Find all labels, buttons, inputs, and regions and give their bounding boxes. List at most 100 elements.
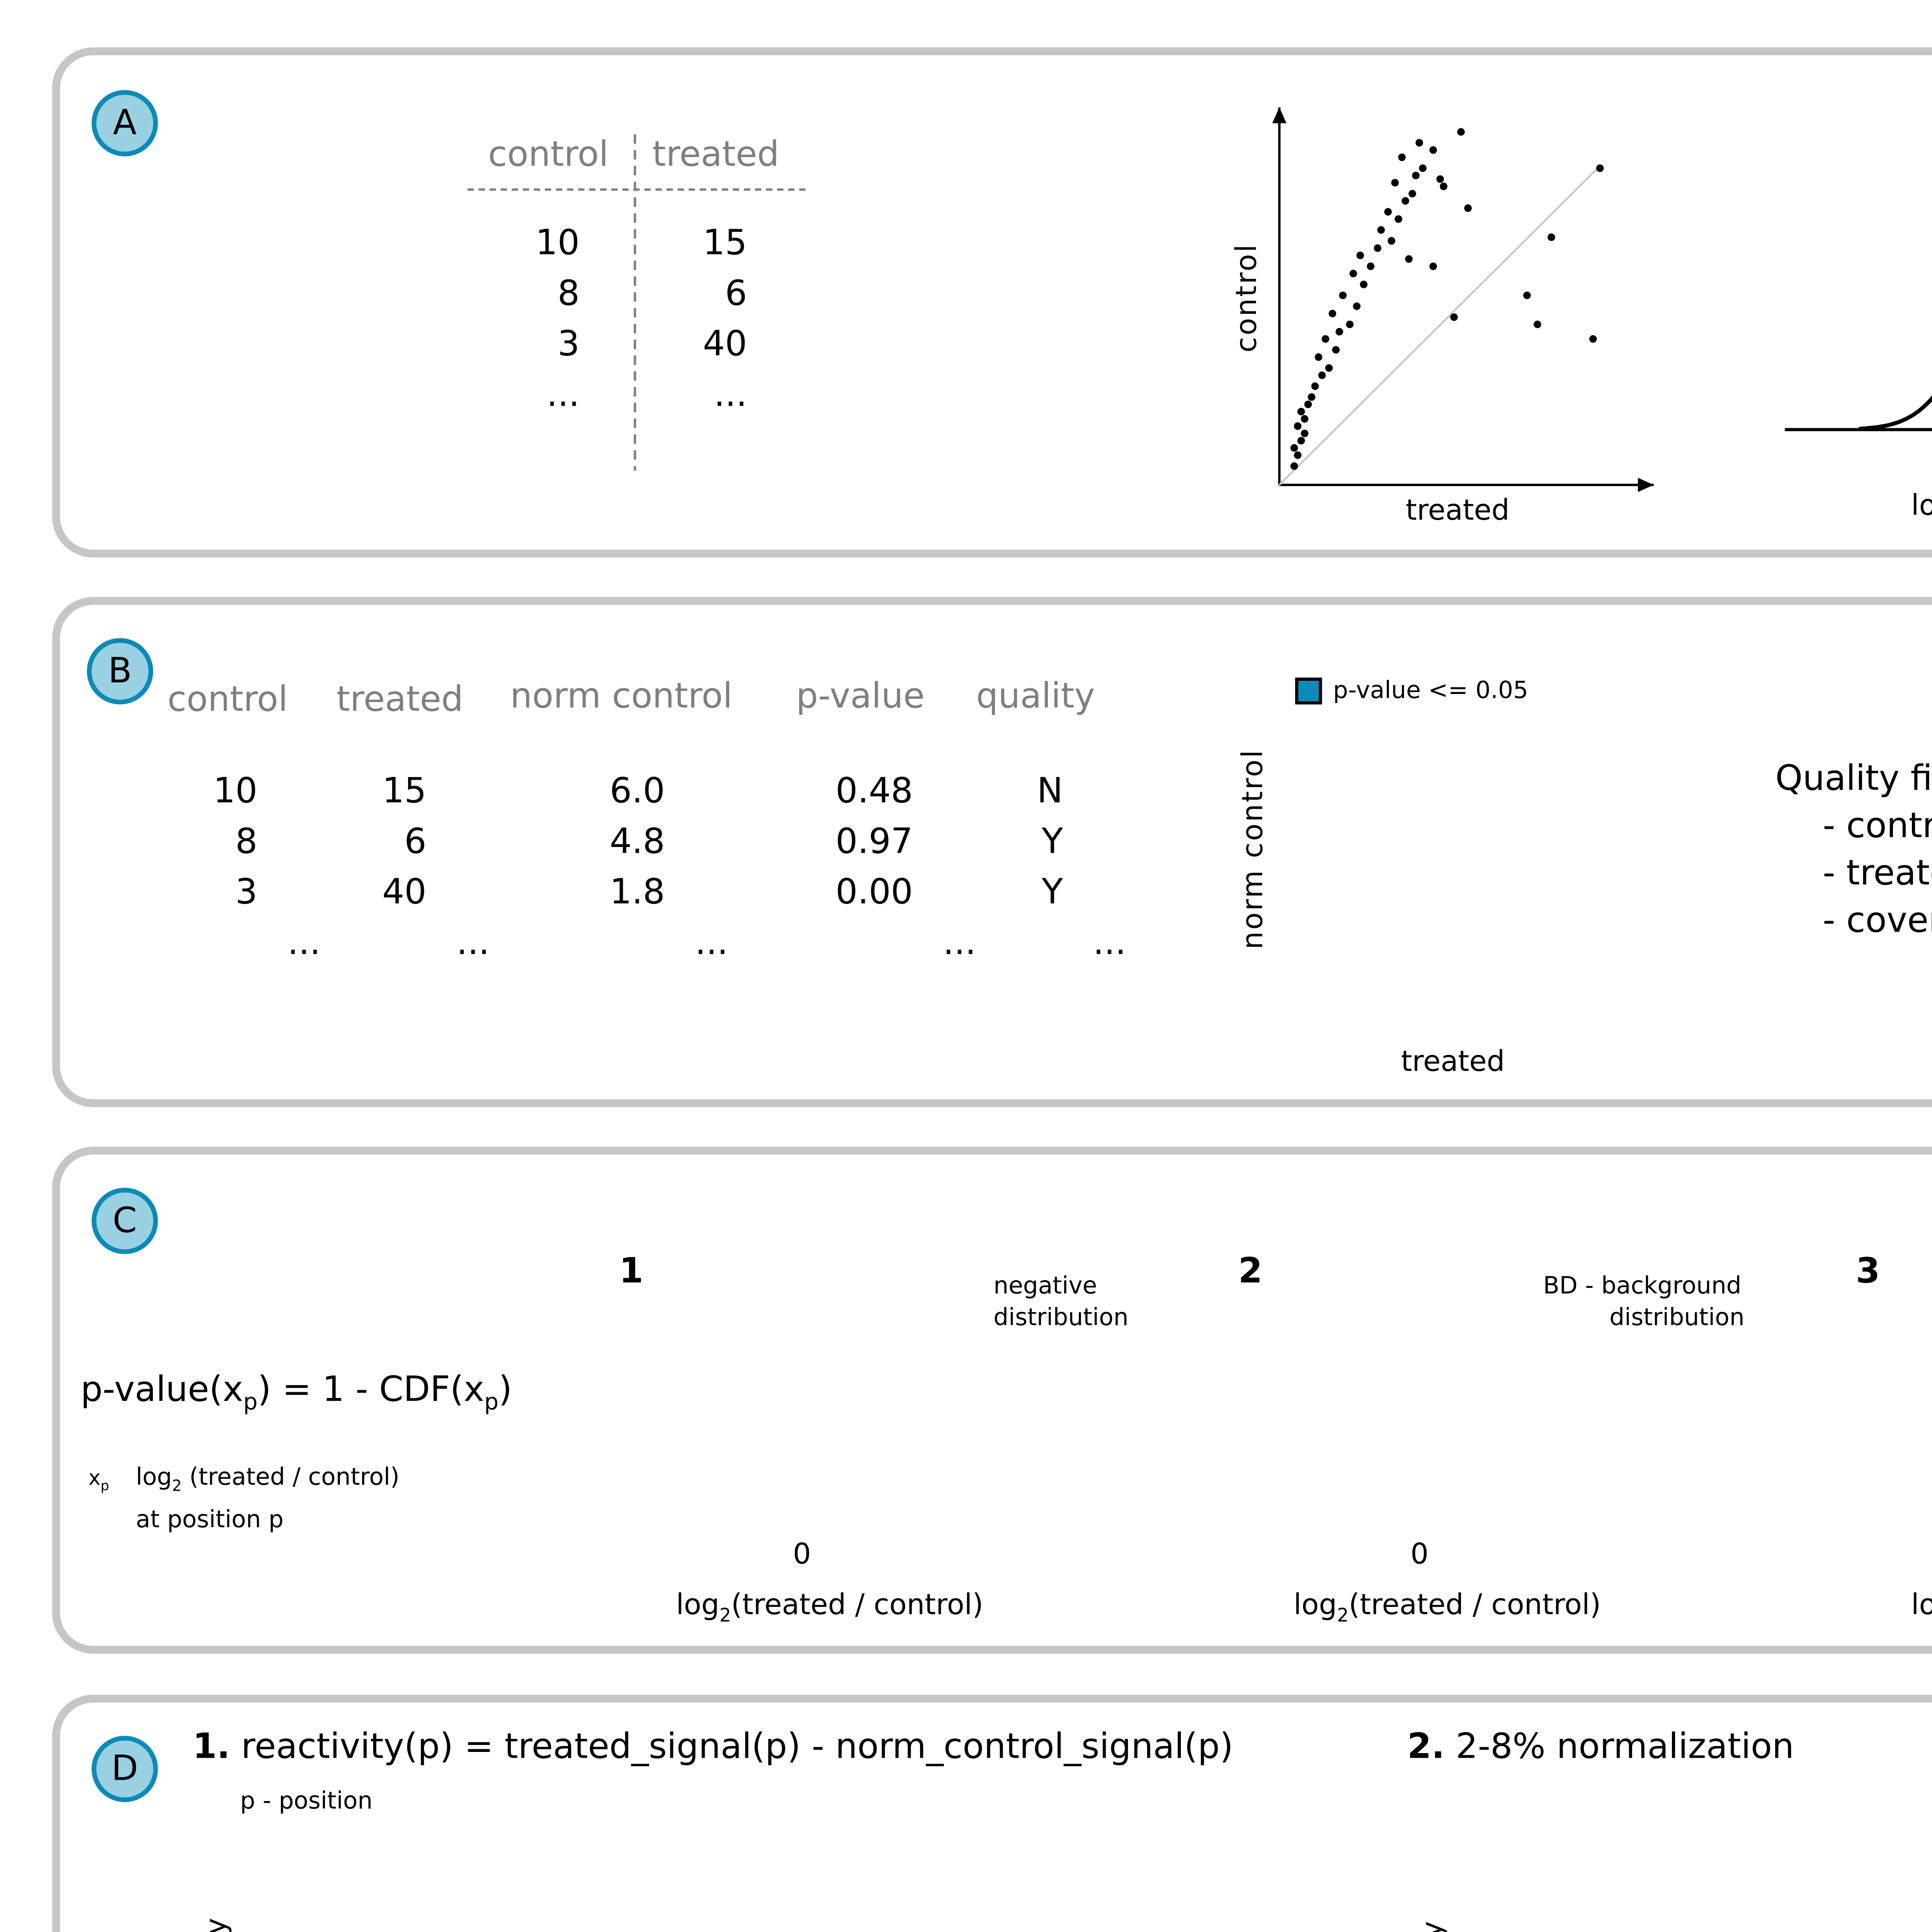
table-b-header-quality: quality <box>976 677 1095 717</box>
step1-title: 1. reactivity(p) = treated_signal(p) - n… <box>193 1728 1233 1767</box>
scatter-a-point <box>1332 346 1340 354</box>
badge-label: D <box>111 1749 138 1789</box>
scatter-a-point <box>1415 139 1423 147</box>
table-b-cell: Y <box>1041 873 1063 913</box>
step1-sub: p - position <box>240 1786 373 1815</box>
table-a-cell: 40 <box>702 325 747 365</box>
quality-items: - control signal > 0 - treated signal > 0… <box>1775 804 1932 946</box>
scatter-a-point <box>1318 371 1326 379</box>
scatter-a-point <box>1548 233 1555 241</box>
scatter-a-y-axis-arrowhead <box>1272 107 1287 123</box>
scatter-a-point <box>1440 182 1447 190</box>
panel-d <box>52 1694 1932 1932</box>
table-a-cell: 8 <box>557 275 580 315</box>
table-a-cell: 10 <box>535 224 580 264</box>
formula-part: p-value(x <box>80 1371 243 1411</box>
table-b-cell: ... <box>456 924 490 964</box>
step2-num: 2. <box>1407 1728 1445 1768</box>
table-b-cell: ... <box>287 924 321 964</box>
scatter-a-point <box>1534 320 1541 328</box>
badge-label: B <box>108 651 132 691</box>
scatter-a-point <box>1353 302 1361 310</box>
quality-condition: - coverage > threshold * <box>1823 902 1932 942</box>
scatter-a-point <box>1339 291 1347 299</box>
table-b-header-control: control <box>167 680 288 720</box>
c1-legend-label-2: distribution <box>993 1303 1129 1332</box>
xlabel-sub: 2 <box>1337 1604 1349 1626</box>
scatter-a-point <box>1294 422 1302 430</box>
scatter-a-point <box>1297 408 1305 416</box>
table-b-cell: 15 <box>382 772 427 812</box>
scatter-a-point <box>1290 444 1298 452</box>
table-b-cell: ... <box>943 924 976 964</box>
panel-a <box>52 47 1932 558</box>
scatter-a-point <box>1384 208 1392 216</box>
xlabel-post: (treated / control) <box>1349 1589 1601 1622</box>
c1-tick-zero: 0 <box>793 1538 811 1572</box>
scatter-a-point <box>1321 335 1330 343</box>
scatter-a-point <box>1349 270 1357 277</box>
scatter-a-point <box>1377 226 1385 234</box>
scatter-a-point <box>1398 153 1406 161</box>
scatter-a-point <box>1374 244 1382 252</box>
panel-c <box>52 1146 1932 1654</box>
legend-label: p-value <= 0.05 <box>1333 676 1529 705</box>
scatter-a-point <box>1294 451 1302 459</box>
table-a-cell: 3 <box>557 325 580 365</box>
table-a-header-treated: treated <box>652 136 779 175</box>
table-b-cell: 4.8 <box>609 823 665 862</box>
table-b-header-p-value: p-value <box>796 677 925 717</box>
badge-label: C <box>112 1201 137 1241</box>
panel-a-scatter-ylabel: control <box>1231 243 1264 353</box>
c3-plot-number: 3 <box>1855 1252 1880 1292</box>
scatter-a-point <box>1589 335 1597 343</box>
panel-d-badge: D <box>92 1736 158 1802</box>
xp-x: x <box>88 1467 101 1491</box>
table-b-cell: ... <box>1093 924 1126 964</box>
quality-condition: - treated signal > 0 <box>1823 854 1932 894</box>
note-text: at position p <box>136 1505 284 1534</box>
table-a-cell: 6 <box>725 275 747 315</box>
table-b-cell: 1.8 <box>609 873 665 913</box>
scatter-a-point <box>1523 291 1531 299</box>
panel-b-legend: p-value <= 0.05 <box>1295 676 1528 704</box>
table-b-cell: Y <box>1041 823 1063 862</box>
table-b-cell: 0.97 <box>835 823 913 862</box>
formula-sub: p <box>484 1390 499 1416</box>
c2-legend-label: BD - background <box>1543 1271 1742 1300</box>
scatter-a-point <box>1367 262 1375 270</box>
scatter-a-point <box>1297 437 1305 445</box>
scatter-a-point <box>1408 190 1416 197</box>
scatter-a-point <box>1335 328 1344 336</box>
d1-ylabel: reactivity <box>200 1916 233 1932</box>
c1-legend-label: negative <box>993 1271 1097 1300</box>
formula-sub: p <box>243 1390 258 1416</box>
table-b-cell: 6.0 <box>609 772 665 812</box>
scatter-a-point <box>1401 197 1409 205</box>
scatter-a-point <box>1429 146 1437 154</box>
table-b-cell: 8 <box>235 823 258 862</box>
table-b-cell: 40 <box>382 873 427 913</box>
scatter-a-point <box>1356 252 1364 259</box>
c3-xlabel: log2(treated / control) <box>1911 1589 1932 1626</box>
panel-b <box>52 597 1932 1107</box>
panel-b-scatter-xlabel: treated <box>1401 1045 1505 1079</box>
scatter-a-point <box>1304 400 1312 408</box>
scatter-a-point <box>1311 382 1319 390</box>
table-b-cell: 10 <box>213 772 258 812</box>
note-text: (treated / control) <box>182 1463 400 1491</box>
panel-b-badge: B <box>87 638 153 705</box>
pvalue-formula: p-value(xp) = 1 - CDF(xp) <box>80 1371 512 1416</box>
scatter-a-point <box>1596 164 1604 172</box>
xp-note: xp log2 (treated / control) at position p <box>88 1461 400 1535</box>
scatter-a-point <box>1391 179 1399 187</box>
table-b-cell: 0.48 <box>835 772 913 812</box>
table-b-cell: 6 <box>404 823 427 862</box>
scatter-a-point <box>1346 320 1354 328</box>
formula-part: ) <box>498 1371 512 1411</box>
scatter-a-point <box>1290 462 1298 470</box>
xlabel-post: (treated / control) <box>731 1589 983 1622</box>
scatter-a-point <box>1301 429 1309 437</box>
xlabel-pre: log <box>1911 1589 1932 1622</box>
